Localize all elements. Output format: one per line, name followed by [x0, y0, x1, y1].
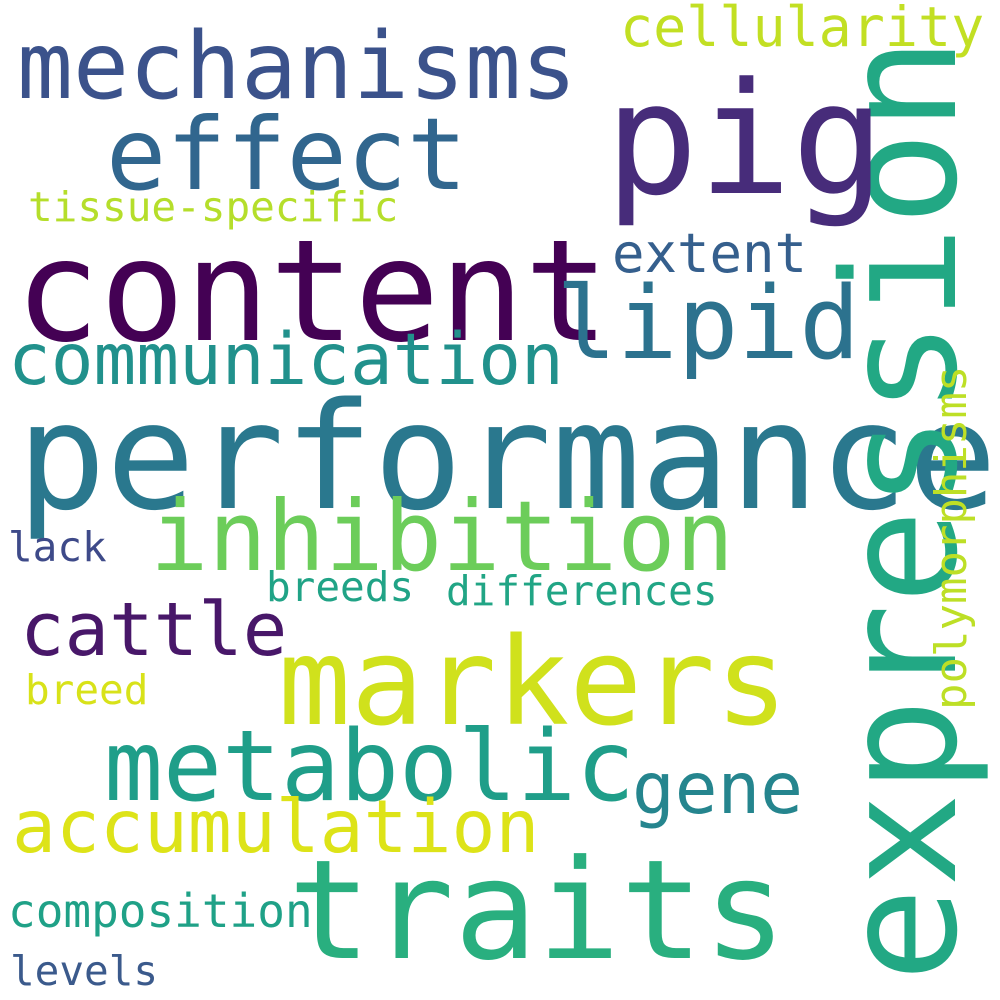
word-effect: effect	[106, 96, 468, 213]
word-lipid: lipid	[556, 264, 861, 382]
word-composition: composition	[8, 884, 313, 938]
word-gene: gene	[632, 747, 803, 830]
word-performance: performance	[17, 371, 998, 543]
word-traits: traits	[288, 830, 787, 991]
word-polymorphisms: polymorphisms	[926, 365, 977, 710]
word-differences: differences	[446, 567, 718, 615]
word-mechanisms: mechanisms	[17, 12, 577, 120]
word-metabolic: metabolic	[104, 710, 636, 824]
word-levels: levels	[10, 947, 159, 995]
word-cellularity: cellularity	[620, 0, 985, 59]
word-inhibition: inhibition	[150, 480, 734, 593]
word-lack: lack	[8, 523, 107, 571]
word-content: content	[15, 210, 610, 374]
word-cattle: cattle	[20, 587, 288, 673]
word-pig: pig	[605, 49, 885, 230]
word-breed: breed	[25, 666, 149, 714]
word-breeds: breeds	[266, 563, 415, 611]
word-communication: communication	[8, 318, 564, 401]
word-tissue-specific: tissue-specific	[28, 183, 399, 231]
word-markers: markers	[278, 612, 788, 753]
word-extent: extent	[612, 222, 808, 285]
word-accumulation: accumulation	[12, 785, 540, 870]
